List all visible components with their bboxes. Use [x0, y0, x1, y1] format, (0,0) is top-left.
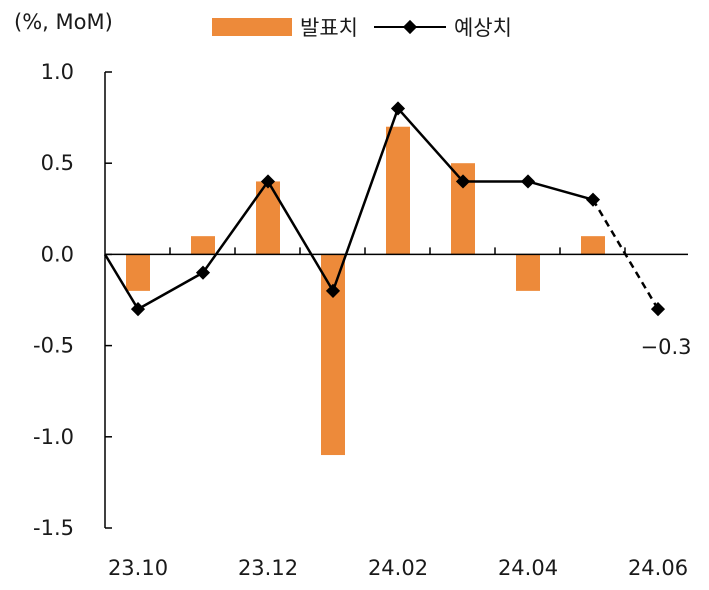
legend-line-label: 예상치 [453, 16, 512, 40]
forecast-point-24.04 [520, 174, 536, 189]
legend-line-swatch [373, 18, 446, 36]
x-tick-label: 24.04 [498, 556, 558, 580]
x-tick-label: 23.10 [108, 556, 168, 580]
forecast-point-23.10 [130, 302, 146, 317]
forecast-point-24.06 [650, 302, 666, 317]
forecast-point-24.01 [325, 283, 341, 298]
y-tick-label: -1.5 [33, 516, 74, 540]
y-tick-label: -0.5 [33, 334, 74, 358]
bar-23.10 [126, 254, 150, 291]
x-tick-label: 24.06 [628, 556, 688, 580]
y-tick-label: 0.0 [41, 242, 74, 266]
x-tick-label: 23.12 [238, 556, 298, 580]
forecast-point-24.02 [390, 101, 406, 116]
bar-24.04 [516, 254, 540, 291]
y-tick-label: 0.5 [41, 151, 74, 175]
chart-legend: 발표치 예상치 [212, 12, 512, 42]
forecast-point-24.03 [455, 174, 471, 189]
x-tick-label: 24.02 [368, 556, 428, 580]
last-value-annotation: −0.3 [641, 335, 692, 359]
bar-24.02 [386, 126, 410, 255]
y-axis-unit-label: (%, MoM) [14, 10, 113, 34]
forecast-point-23.12 [260, 174, 276, 189]
forecast-point-23.11 [195, 265, 211, 280]
y-tick-label: 1.0 [41, 60, 74, 84]
forecast-point-24.05 [585, 192, 601, 207]
legend-bar-swatch [212, 18, 292, 36]
bar-23.11 [191, 236, 215, 255]
bar-24.05 [581, 236, 605, 255]
forecast-line-dashed [591, 199, 660, 310]
y-tick-label: -1.0 [33, 425, 74, 449]
legend-bar-label: 발표치 [300, 16, 358, 40]
